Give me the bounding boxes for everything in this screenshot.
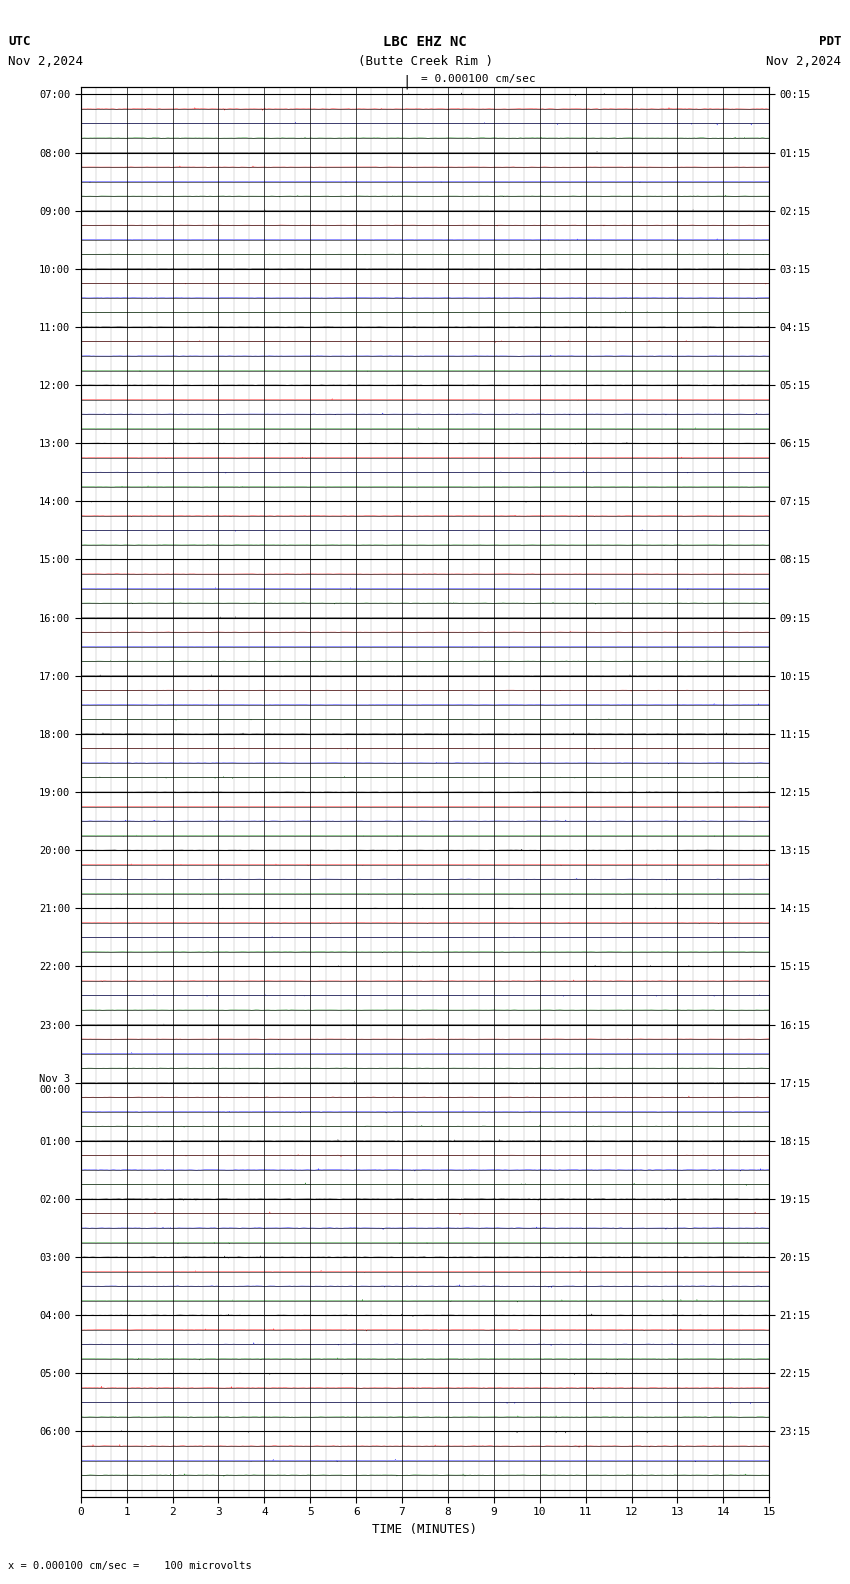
Text: UTC: UTC (8, 35, 31, 48)
Text: x = 0.000100 cm/sec =    100 microvolts: x = 0.000100 cm/sec = 100 microvolts (8, 1562, 252, 1571)
Text: |: | (402, 74, 411, 89)
Text: = 0.000100 cm/sec: = 0.000100 cm/sec (421, 74, 536, 84)
Text: Nov 2,2024: Nov 2,2024 (767, 55, 842, 68)
Text: Nov 2,2024: Nov 2,2024 (8, 55, 83, 68)
Text: LBC EHZ NC: LBC EHZ NC (383, 35, 467, 49)
Text: PDT: PDT (819, 35, 842, 48)
X-axis label: TIME (MINUTES): TIME (MINUTES) (372, 1522, 478, 1536)
Text: (Butte Creek Rim ): (Butte Creek Rim ) (358, 55, 492, 68)
